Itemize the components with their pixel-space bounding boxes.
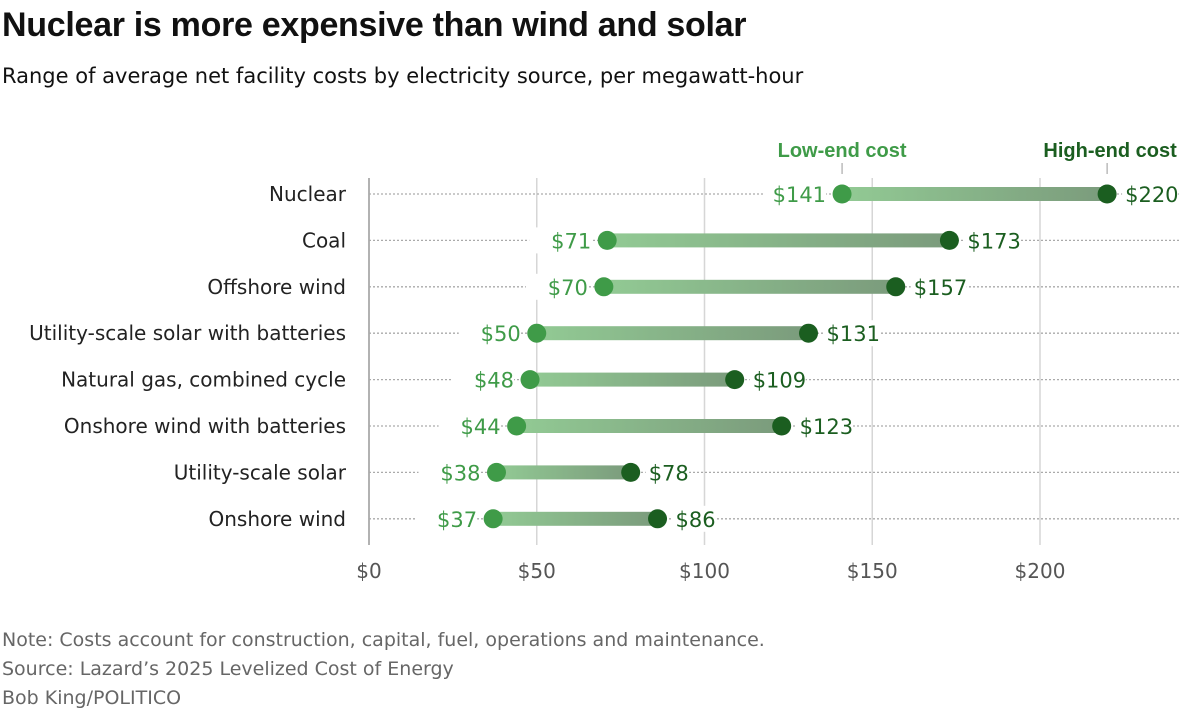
high-end-dot (621, 462, 641, 482)
x-tick-label: $0 (356, 559, 381, 583)
range-bar (530, 372, 735, 387)
low-end-dot (597, 230, 617, 250)
low-label-bg (452, 366, 515, 393)
high-end-dot (1097, 184, 1117, 204)
high-end-label: $78 (649, 461, 689, 485)
low-end-label: $70 (548, 276, 588, 300)
low-label-bg (418, 459, 481, 486)
range-bar (496, 465, 631, 480)
range-bar (603, 279, 896, 294)
x-tick-label: $50 (518, 559, 556, 583)
high-label-bg (823, 320, 880, 347)
category-label: Onshore wind (209, 507, 346, 531)
high-end-label: $109 (753, 369, 806, 393)
high-label-bg (645, 459, 689, 486)
x-tick-label: $150 (847, 559, 898, 583)
low-end-dot (486, 462, 506, 482)
legend-low-end: Low-end cost (778, 140, 907, 162)
low-end-dot (520, 370, 540, 390)
high-end-label: $123 (800, 415, 853, 439)
range-bar (516, 419, 782, 433)
low-label-bg (529, 227, 592, 254)
high-end-dot (886, 277, 906, 297)
category-label: Offshore wind (207, 275, 346, 299)
high-label-bg (749, 366, 806, 393)
range-bar (842, 187, 1108, 201)
legend-high-end: High-end cost (1043, 140, 1177, 162)
x-tick-label: $200 (1015, 559, 1066, 583)
low-label-bg (525, 273, 588, 300)
low-label-bg (438, 413, 501, 439)
range-bar (493, 511, 658, 526)
high-label-bg (910, 273, 967, 300)
high-label-bg (964, 227, 1021, 254)
low-end-label: $48 (474, 369, 514, 393)
high-end-dot (648, 509, 668, 529)
low-end-label: $141 (773, 183, 826, 207)
range-bar (536, 326, 809, 341)
low-end-label: $37 (437, 508, 477, 532)
low-label-bg (458, 320, 521, 347)
low-end-label: $71 (551, 229, 591, 253)
high-label-bg (796, 413, 853, 439)
high-end-label: $157 (914, 276, 967, 300)
chart-title: Nuclear is more expensive than wind and … (2, 6, 747, 44)
low-label-bg (764, 181, 827, 207)
low-end-dot (594, 277, 614, 297)
low-label-bg (415, 505, 478, 532)
category-label: Utility-scale solar with batteries (29, 321, 346, 345)
category-label: Nuclear (269, 182, 347, 206)
footnotes: Note: Costs account for construction, ca… (2, 626, 765, 713)
low-end-dot (507, 416, 527, 436)
category-label: Onshore wind with batteries (64, 414, 346, 438)
low-end-label: $38 (440, 461, 480, 485)
high-end-label: $220 (1125, 183, 1178, 207)
low-end-label: $44 (461, 415, 501, 439)
low-end-label: $50 (481, 322, 521, 346)
high-end-label: $86 (676, 508, 716, 532)
category-label: Utility-scale solar (174, 460, 347, 484)
source-text: Source: Lazard’s 2025 Levelized Cost of … (2, 658, 454, 680)
low-end-dot (483, 509, 503, 529)
high-label-bg (1122, 181, 1179, 207)
x-tick-label: $100 (679, 559, 730, 583)
credit-text: Bob King/POLITICO (2, 687, 182, 709)
high-end-dot (799, 323, 819, 343)
high-end-dot (725, 370, 745, 390)
category-label: Coal (302, 228, 346, 252)
high-end-dot (939, 230, 959, 250)
high-label-bg (672, 505, 716, 532)
low-end-dot (832, 184, 852, 204)
low-end-dot (527, 323, 547, 343)
high-end-dot (772, 416, 792, 436)
high-end-label: $131 (827, 322, 880, 346)
chart-subtitle: Range of average net facility costs by e… (2, 64, 804, 88)
range-bar (607, 233, 950, 248)
category-label: Natural gas, combined cycle (61, 368, 346, 392)
high-end-label: $173 (967, 229, 1020, 253)
note-text: Note: Costs account for construction, ca… (2, 629, 765, 651)
